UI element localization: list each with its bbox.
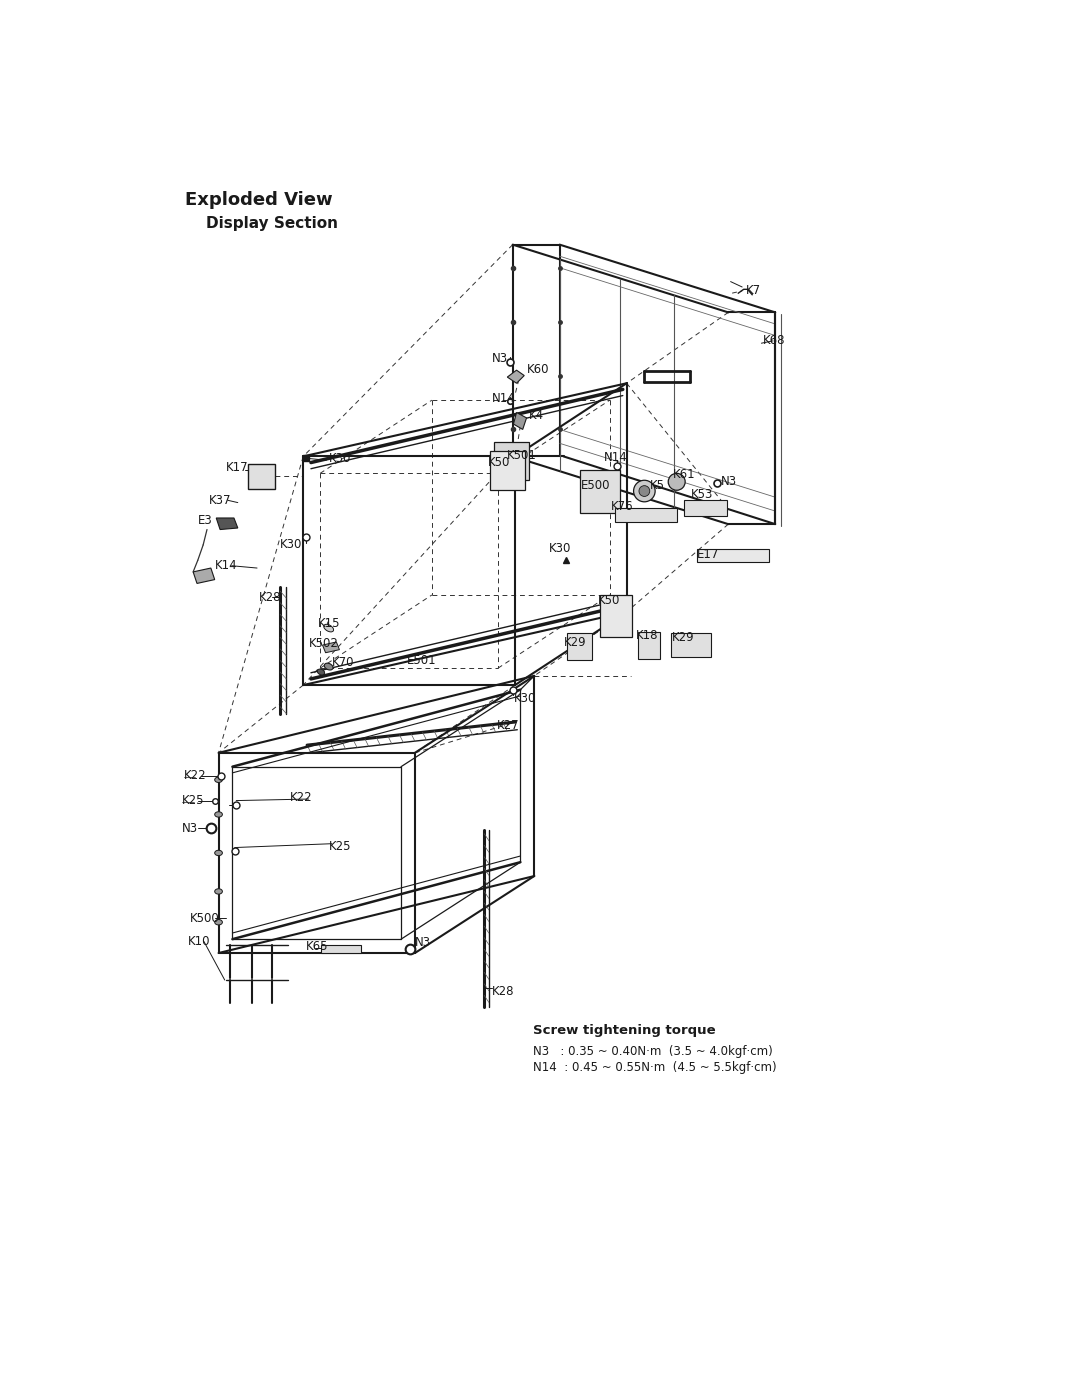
Polygon shape [216,518,238,529]
Text: E500: E500 [580,479,610,492]
Text: K68: K68 [762,334,785,348]
Ellipse shape [669,474,685,490]
Polygon shape [490,451,525,489]
Text: K4: K4 [529,409,544,422]
Ellipse shape [324,624,334,631]
Text: K500: K500 [190,912,220,925]
Polygon shape [638,631,660,659]
Ellipse shape [215,919,222,925]
Text: K5: K5 [650,479,665,492]
Ellipse shape [318,669,325,675]
Text: K28: K28 [491,985,514,997]
Text: K30: K30 [280,538,302,552]
Ellipse shape [324,664,333,671]
Polygon shape [513,412,527,429]
FancyBboxPatch shape [321,946,361,953]
Polygon shape [671,633,711,657]
Ellipse shape [634,481,656,502]
Text: K76: K76 [611,500,634,513]
Text: K25: K25 [328,840,351,854]
Polygon shape [323,643,339,652]
Text: K70: K70 [332,657,354,669]
Text: K30: K30 [328,453,351,465]
Text: K53: K53 [690,489,713,502]
Polygon shape [697,549,769,562]
Text: K10: K10 [188,935,211,949]
Text: N14  : 0.45 ~ 0.55N·m  (4.5 ~ 5.5kgf·cm): N14 : 0.45 ~ 0.55N·m (4.5 ~ 5.5kgf·cm) [532,1060,777,1073]
Text: K37: K37 [208,493,231,507]
Polygon shape [685,500,727,515]
Text: N14: N14 [604,451,627,464]
Text: K50: K50 [488,455,511,469]
Text: K502: K502 [309,637,338,650]
Text: K7: K7 [746,285,761,298]
Ellipse shape [215,777,222,782]
Text: K18: K18 [636,629,659,643]
Text: K61: K61 [673,468,696,481]
Text: K22: K22 [184,770,206,782]
Text: N3: N3 [491,352,508,365]
Text: K65: K65 [306,940,328,953]
Text: K17: K17 [226,461,248,475]
Text: N3: N3 [720,475,737,489]
Text: N14: N14 [491,393,515,405]
Ellipse shape [639,486,650,496]
Text: K22: K22 [291,791,313,805]
Text: K60: K60 [527,363,549,376]
Polygon shape [616,509,677,522]
Text: Exploded View: Exploded View [186,191,333,210]
Text: K30: K30 [513,693,536,705]
Polygon shape [247,464,274,489]
Polygon shape [599,595,632,637]
Polygon shape [495,441,529,481]
Polygon shape [508,370,524,383]
Text: N3: N3 [415,936,431,949]
Text: Display Section: Display Section [186,215,338,231]
Polygon shape [567,633,592,661]
Polygon shape [580,471,621,513]
Text: K50: K50 [598,594,621,606]
Ellipse shape [215,888,222,894]
Text: K29: K29 [672,631,694,644]
Text: E17: E17 [697,548,719,560]
Ellipse shape [215,812,222,817]
Text: K28: K28 [258,591,281,604]
Text: E501: E501 [407,654,436,666]
Ellipse shape [215,851,222,855]
Text: Screw tightening torque: Screw tightening torque [532,1024,715,1037]
Text: N3   : 0.35 ~ 0.40N·m  (3.5 ~ 4.0kgf·cm): N3 : 0.35 ~ 0.40N·m (3.5 ~ 4.0kgf·cm) [532,1045,772,1058]
Text: K501: K501 [508,448,537,462]
Text: N3: N3 [181,821,198,835]
Text: K14: K14 [215,559,238,573]
Text: K29: K29 [564,636,586,650]
Polygon shape [193,569,215,584]
Text: K27: K27 [497,718,519,732]
Text: E3: E3 [198,514,213,527]
Text: K30: K30 [549,542,571,555]
Text: K25: K25 [181,793,204,807]
Text: K15: K15 [318,617,340,630]
